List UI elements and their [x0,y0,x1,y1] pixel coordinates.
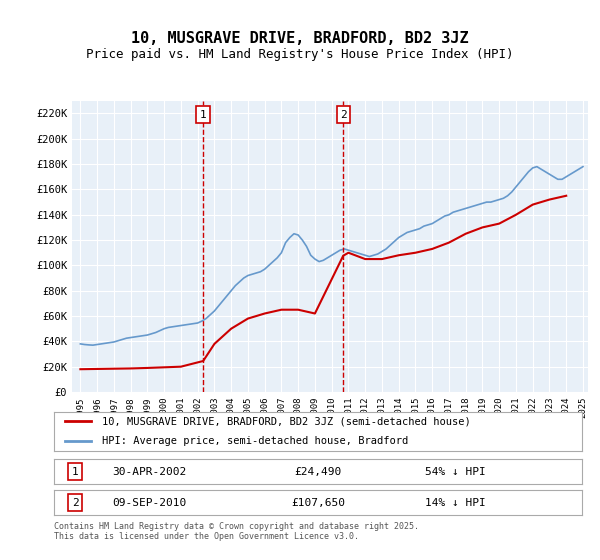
Text: 54% ↓ HPI: 54% ↓ HPI [425,467,485,477]
Text: 1: 1 [200,110,206,119]
Text: 14% ↓ HPI: 14% ↓ HPI [425,498,485,507]
Text: £24,490: £24,490 [295,467,341,477]
Text: Price paid vs. HM Land Registry's House Price Index (HPI): Price paid vs. HM Land Registry's House … [86,48,514,60]
Text: 10, MUSGRAVE DRIVE, BRADFORD, BD2 3JZ (semi-detached house): 10, MUSGRAVE DRIVE, BRADFORD, BD2 3JZ (s… [101,417,470,426]
Text: 1: 1 [72,467,79,477]
Text: 2: 2 [72,498,79,507]
Text: 10, MUSGRAVE DRIVE, BRADFORD, BD2 3JZ: 10, MUSGRAVE DRIVE, BRADFORD, BD2 3JZ [131,31,469,46]
Text: HPI: Average price, semi-detached house, Bradford: HPI: Average price, semi-detached house,… [101,436,408,446]
Text: Contains HM Land Registry data © Crown copyright and database right 2025.
This d: Contains HM Land Registry data © Crown c… [54,522,419,542]
Text: 2: 2 [340,110,347,119]
Text: 30-APR-2002: 30-APR-2002 [112,467,186,477]
Text: 09-SEP-2010: 09-SEP-2010 [112,498,186,507]
Text: £107,650: £107,650 [291,498,345,507]
